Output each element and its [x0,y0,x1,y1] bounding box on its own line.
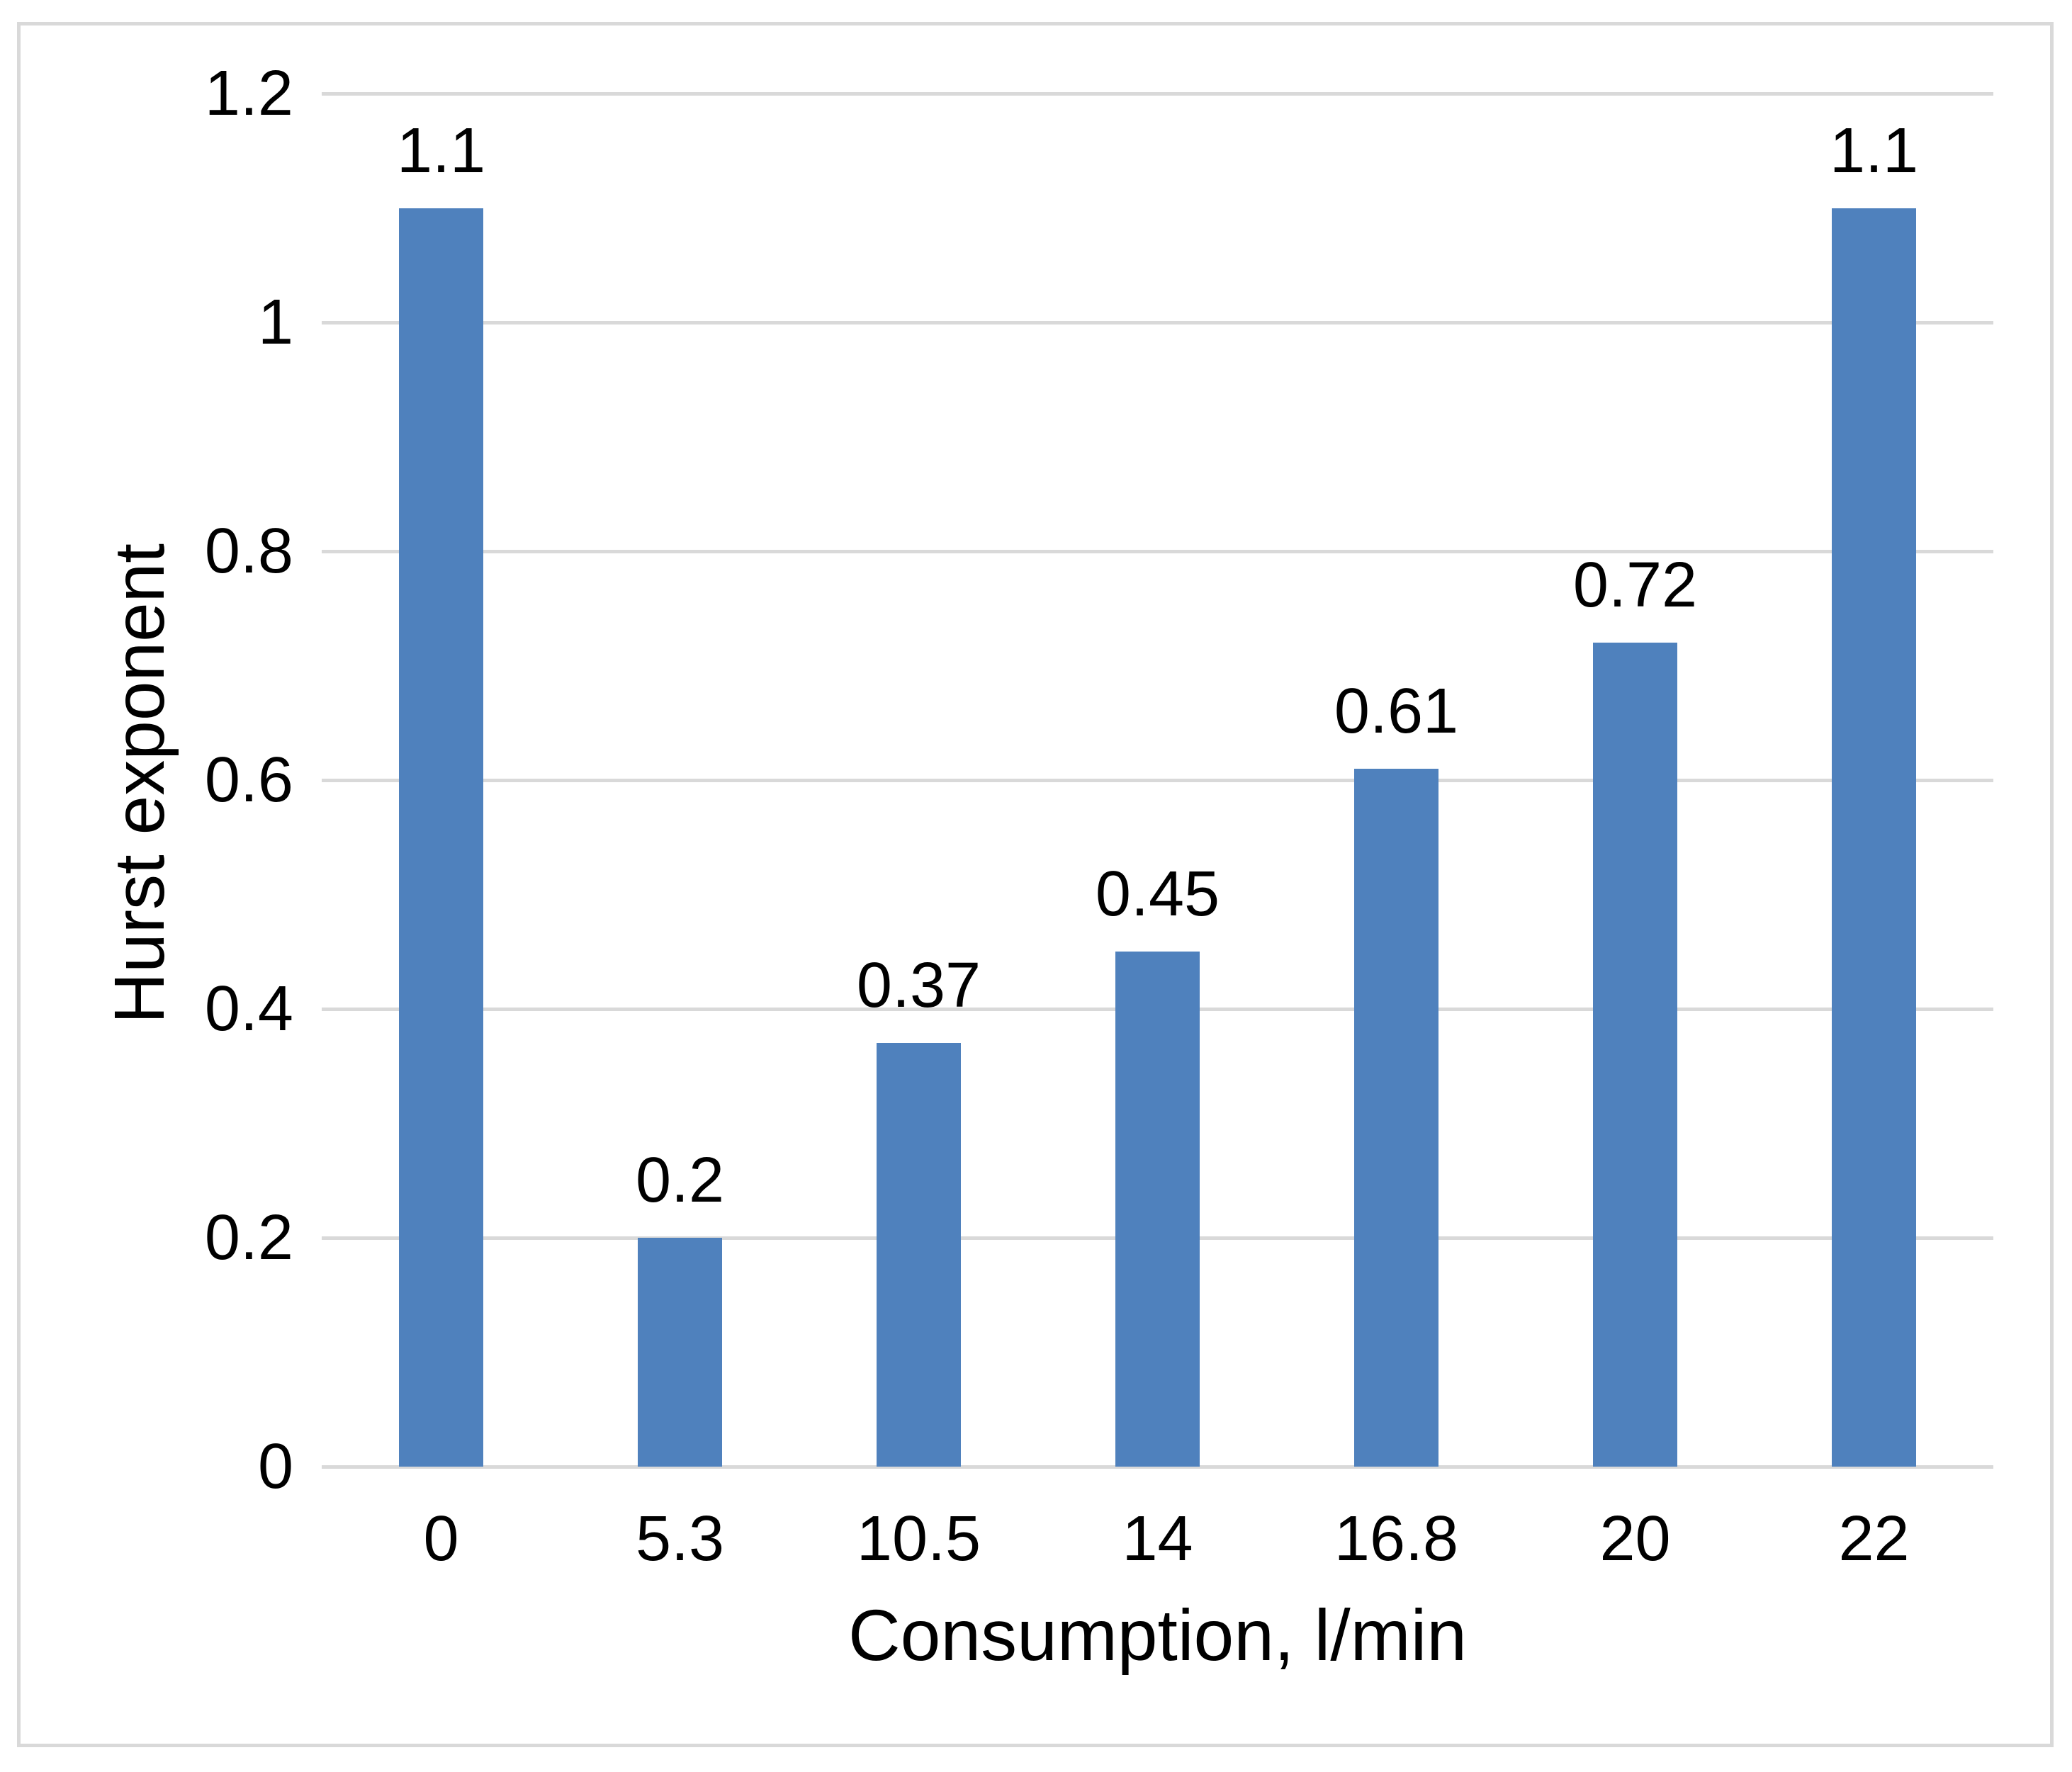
y-tick-label: 1.2 [204,58,293,129]
bar-value-label: 0.61 [1334,675,1459,747]
x-tick-label: 14 [1122,1503,1193,1574]
bar [1115,952,1200,1467]
gridline [322,91,1993,96]
bar-value-label: 1.1 [396,115,486,186]
x-tick-label: 16.8 [1334,1503,1459,1574]
bar-value-label: 1.1 [1829,115,1919,186]
y-axis-title: Hurst exponent [100,543,179,1025]
bar [1593,643,1677,1467]
gridline [322,778,1993,782]
bar [1354,768,1438,1467]
y-tick-label: 0.4 [204,974,293,1044]
x-tick-label: 10.5 [856,1503,981,1574]
gridline [322,549,1993,553]
y-tick-label: 0.8 [204,516,293,587]
y-tick-label: 0.6 [204,745,293,816]
y-tick-label: 0.2 [204,1202,293,1273]
x-tick-label: 5.3 [635,1503,725,1574]
x-tick-label: 20 [1599,1503,1671,1574]
bar-value-label: 0.37 [856,950,981,1022]
bar [638,1238,722,1467]
gridline [322,320,1993,325]
bar [399,208,483,1467]
gridline [322,1465,1993,1469]
bar-value-label: 0.45 [1095,859,1220,930]
y-tick-label: 0 [257,1431,293,1502]
x-axis-title: Consumption, l/min [848,1595,1468,1676]
bar [1832,208,1916,1467]
x-tick-label: 22 [1838,1503,1910,1574]
bar [877,1043,961,1467]
bar-value-label: 0.72 [1572,550,1698,621]
chart-frame [17,22,2054,1747]
bar-value-label: 0.2 [635,1145,725,1216]
x-tick-label: 0 [423,1503,459,1574]
y-tick-label: 1 [257,287,293,358]
